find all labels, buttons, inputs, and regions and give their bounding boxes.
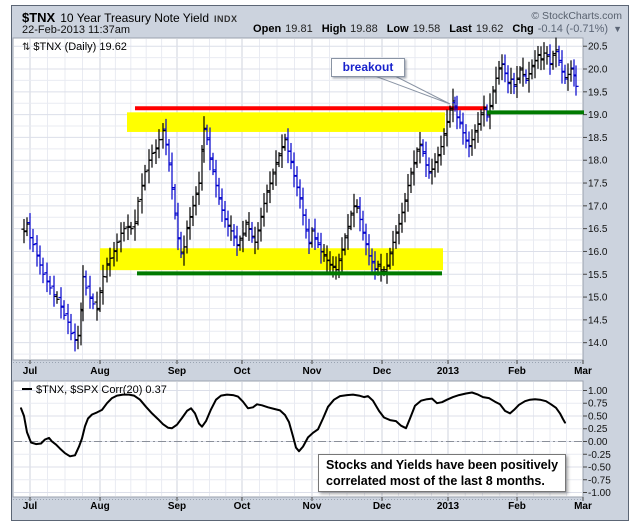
quote-row: Open 19.81 High 19.88 Low 19.58 Last 19.… xyxy=(253,23,622,35)
y-tick-label: 0.25 xyxy=(588,424,608,435)
month-label: Sep xyxy=(168,501,186,512)
y-tick-label: 18.5 xyxy=(588,133,608,144)
last-value: 19.62 xyxy=(475,23,504,35)
low-value: 19.58 xyxy=(412,23,441,35)
y-tick-label: -1.00 xyxy=(588,488,611,499)
y-tick-label: 1.00 xyxy=(588,386,608,397)
chg-down-icon: ▼ xyxy=(613,24,622,34)
month-label: 2013 xyxy=(437,501,460,512)
note-annotation: Stocks and Yields have been positively c… xyxy=(318,454,567,492)
month-label: Jul xyxy=(23,366,38,377)
y-tick-label: 20.0 xyxy=(588,65,608,76)
copyright: © StockCharts.com xyxy=(531,10,622,22)
y-tick-label: 20.5 xyxy=(588,42,608,53)
y-tick-label: 14.5 xyxy=(588,315,608,326)
y-tick-label: 15.0 xyxy=(588,293,608,304)
main-legend: ⇅ $TNX (Daily) 19.62 xyxy=(22,41,127,53)
y-tick-label: 15.5 xyxy=(588,270,608,281)
y-tick-label: 18.0 xyxy=(588,156,608,167)
y-tick-label: -0.50 xyxy=(588,463,611,474)
y-tick-label: 16.0 xyxy=(588,247,608,258)
security-name: 10 Year Treasury Note Yield xyxy=(60,11,209,25)
y-tick-label: 19.5 xyxy=(588,87,608,98)
highlight-band xyxy=(100,248,443,271)
y-tick-label: 0.00 xyxy=(588,437,608,448)
month-label: Mar xyxy=(574,366,592,377)
month-label: Aug xyxy=(90,366,109,377)
low-label: Low xyxy=(386,23,409,35)
month-label: Nov xyxy=(303,501,322,512)
note-line2: correlated most of the last 8 months. xyxy=(326,474,545,488)
month-label: Oct xyxy=(234,501,251,512)
corr-line-swatch xyxy=(22,388,32,391)
y-tick-label: 17.0 xyxy=(588,201,608,212)
month-label: Mar xyxy=(574,501,592,512)
chg-value: -0.14 (-0.71%) xyxy=(537,23,609,35)
month-label: Oct xyxy=(234,366,251,377)
month-label: Dec xyxy=(373,501,392,512)
breakout-annotation: breakout xyxy=(331,58,405,77)
month-label: Dec xyxy=(373,366,392,377)
last-label: Last xyxy=(449,23,472,35)
exchange-label: INDX xyxy=(214,14,238,24)
corr-legend: $TNX, $SPX Corr(20) 0.37 xyxy=(22,384,167,396)
open-value: 19.81 xyxy=(285,23,313,35)
high-label: High xyxy=(321,23,347,35)
main-legend-text: $TNX (Daily) 19.62 xyxy=(33,41,127,53)
month-label: Feb xyxy=(508,501,526,512)
y-tick-label: 17.5 xyxy=(588,179,608,190)
note-line1: Stocks and Yields have been positively xyxy=(326,458,559,472)
month-label: Jul xyxy=(23,501,38,512)
corr-line xyxy=(20,391,566,458)
month-label: Sep xyxy=(168,366,186,377)
y-tick-label: 19.0 xyxy=(588,110,608,121)
highlight-band xyxy=(127,112,445,132)
chg-label: Chg xyxy=(512,23,534,35)
y-tick-label: 16.5 xyxy=(588,224,608,235)
y-tick-label: -0.75 xyxy=(588,475,611,486)
month-label: Aug xyxy=(90,501,109,512)
y-tick-label: 14.0 xyxy=(588,338,608,349)
header-line1: $TNX 10 Year Treasury Note Yield INDX xyxy=(22,9,238,27)
month-label: Nov xyxy=(303,366,322,377)
ticker-symbol: $TNX xyxy=(22,10,56,25)
y-tick-label: 0.75 xyxy=(588,399,608,410)
datetime: 22-Feb-2013 11:37am xyxy=(22,24,131,36)
open-label: Open xyxy=(253,23,282,35)
main-plot-bg xyxy=(12,37,584,361)
updown-arrows-icon: ⇅ xyxy=(22,42,31,53)
month-label: Feb xyxy=(508,366,526,377)
y-tick-label: 0.50 xyxy=(588,411,608,422)
corr-legend-text: $TNX, $SPX Corr(20) 0.37 xyxy=(36,384,167,396)
y-tick-label: -0.25 xyxy=(588,450,611,461)
high-value: 19.88 xyxy=(350,23,378,35)
month-label: 2013 xyxy=(437,366,460,377)
